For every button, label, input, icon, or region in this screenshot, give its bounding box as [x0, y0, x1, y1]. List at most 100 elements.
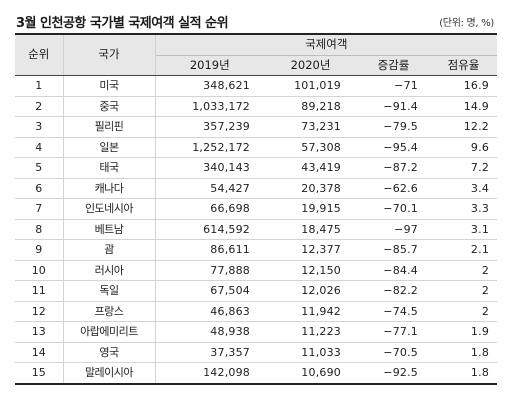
cell-share: 16.9: [430, 75, 498, 97]
cell-country: 러시아: [62, 260, 156, 281]
cell-2019: 37,357: [155, 342, 264, 363]
cell-share: 14.9: [430, 96, 498, 117]
table-row: 3 필리핀 357,239 73,231 −79.5 12.2: [15, 116, 498, 138]
cell-change: −82.2: [357, 280, 430, 302]
table-row: 4 일본 1,252,172 57,308 −95.4 9.6: [15, 137, 498, 158]
cell-share: 1.8: [430, 362, 498, 385]
cell-change: −79.5: [357, 116, 430, 138]
header-group-international-passengers: 국제여객: [155, 33, 498, 56]
cell-share: 1.9: [430, 321, 498, 343]
table-row: 9 괌 86,611 12,377 −85.7 2.1: [15, 239, 498, 261]
page-title: 3월 인천공항 국가별 국제여객 실적 순위: [16, 16, 229, 31]
header-2020: 2020년: [264, 55, 357, 76]
cell-2019: 66,698: [155, 198, 264, 220]
cell-change: −91.4: [357, 96, 430, 117]
cell-2020: 12,150: [264, 260, 357, 281]
table-row: 10 러시아 77,888 12,150 −84.4 2: [15, 260, 498, 281]
cell-2020: 57,308: [264, 137, 357, 158]
table-body: 1 미국 348,621 101,019 −71 16.9 2 중국 1,033…: [15, 75, 498, 385]
table-row: 2 중국 1,033,172 89,218 −91.4 14.9: [15, 96, 498, 117]
cell-country: 중국: [62, 96, 156, 117]
cell-country: 미국: [62, 75, 156, 97]
cell-rank: 6: [15, 178, 63, 199]
cell-country: 독일: [62, 280, 156, 302]
header-country: 국가: [62, 33, 156, 76]
cell-country: 인도네시아: [62, 198, 156, 220]
cell-2019: 46,863: [155, 301, 264, 322]
cell-2020: 19,915: [264, 198, 357, 220]
cell-share: 3.3: [430, 198, 498, 220]
cell-change: −84.4: [357, 260, 430, 281]
cell-2019: 48,938: [155, 321, 264, 343]
cell-country: 프랑스: [62, 301, 156, 322]
cell-rank: 4: [15, 137, 63, 158]
cell-2020: 11,223: [264, 321, 357, 343]
cell-change: −95.4: [357, 137, 430, 158]
table-row: 8 베트남 614,592 18,475 −97 3.1: [15, 219, 498, 240]
cell-2019: 340,143: [155, 157, 264, 179]
cell-share: 2: [430, 280, 498, 302]
table-row: 11 독일 67,504 12,026 −82.2 2: [15, 280, 498, 302]
cell-2019: 54,427: [155, 178, 264, 199]
cell-change: −77.1: [357, 321, 430, 343]
cell-change: −70.5: [357, 342, 430, 363]
table-row: 12 프랑스 46,863 11,942 −74.5 2: [15, 301, 498, 322]
header-share: 점유율: [430, 55, 498, 76]
cell-change: −92.5: [357, 362, 430, 385]
cell-2020: 11,033: [264, 342, 357, 363]
cell-change: −62.6: [357, 178, 430, 199]
cell-change: −70.1: [357, 198, 430, 220]
cell-2020: 10,690: [264, 362, 357, 385]
cell-share: 2: [430, 260, 498, 281]
cell-2019: 86,611: [155, 239, 264, 261]
cell-country: 일본: [62, 137, 156, 158]
cell-country: 베트남: [62, 219, 156, 240]
cell-rank: 7: [15, 198, 63, 220]
table-row: 5 태국 340,143 43,419 −87.2 7.2: [15, 157, 498, 179]
cell-rank: 15: [15, 362, 63, 385]
cell-share: 1.8: [430, 342, 498, 363]
cell-share: 12.2: [430, 116, 498, 138]
cell-2019: 67,504: [155, 280, 264, 302]
cell-2020: 89,218: [264, 96, 357, 117]
cell-country: 캐나다: [62, 178, 156, 199]
header-change-rate: 증감률: [357, 55, 430, 76]
cell-country: 영국: [62, 342, 156, 363]
ranking-table: 순위 국가 국제여객 2019년 2020년 증감률 점유율 1 미국 348,…: [15, 33, 498, 385]
cell-change: −71: [357, 75, 430, 97]
table-row: 1 미국 348,621 101,019 −71 16.9: [15, 75, 498, 97]
cell-country: 아랍에미리트: [62, 321, 156, 343]
table-row: 13 아랍에미리트 48,938 11,223 −77.1 1.9: [15, 321, 498, 343]
table-header: 순위 국가 국제여객 2019년 2020년 증감률 점유율: [15, 33, 498, 76]
cell-share: 9.6: [430, 137, 498, 158]
header-rank: 순위: [15, 33, 63, 76]
cell-2019: 348,621: [155, 75, 264, 97]
cell-rank: 11: [15, 280, 63, 302]
cell-2020: 20,378: [264, 178, 357, 199]
cell-change: −85.7: [357, 239, 430, 261]
cell-2019: 614,592: [155, 219, 264, 240]
table-row: 6 캐나다 54,427 20,378 −62.6 3.4: [15, 178, 498, 199]
cell-2019: 1,033,172: [155, 96, 264, 117]
cell-share: 2: [430, 301, 498, 322]
cell-rank: 1: [15, 75, 63, 97]
cell-share: 3.1: [430, 219, 498, 240]
cell-rank: 9: [15, 239, 63, 261]
cell-2020: 12,377: [264, 239, 357, 261]
cell-2020: 73,231: [264, 116, 357, 138]
cell-2020: 101,019: [264, 75, 357, 97]
cell-2019: 77,888: [155, 260, 264, 281]
cell-rank: 12: [15, 301, 63, 322]
cell-rank: 5: [15, 157, 63, 179]
cell-rank: 2: [15, 96, 63, 117]
cell-2020: 18,475: [264, 219, 357, 240]
cell-2019: 357,239: [155, 116, 264, 138]
cell-country: 필리핀: [62, 116, 156, 138]
cell-2020: 12,026: [264, 280, 357, 302]
cell-country: 괌: [62, 239, 156, 261]
unit-note: (단위: 명, %): [439, 18, 494, 29]
cell-country: 태국: [62, 157, 156, 179]
table-row: 7 인도네시아 66,698 19,915 −70.1 3.3: [15, 198, 498, 220]
cell-2020: 43,419: [264, 157, 357, 179]
cell-2019: 1,252,172: [155, 137, 264, 158]
